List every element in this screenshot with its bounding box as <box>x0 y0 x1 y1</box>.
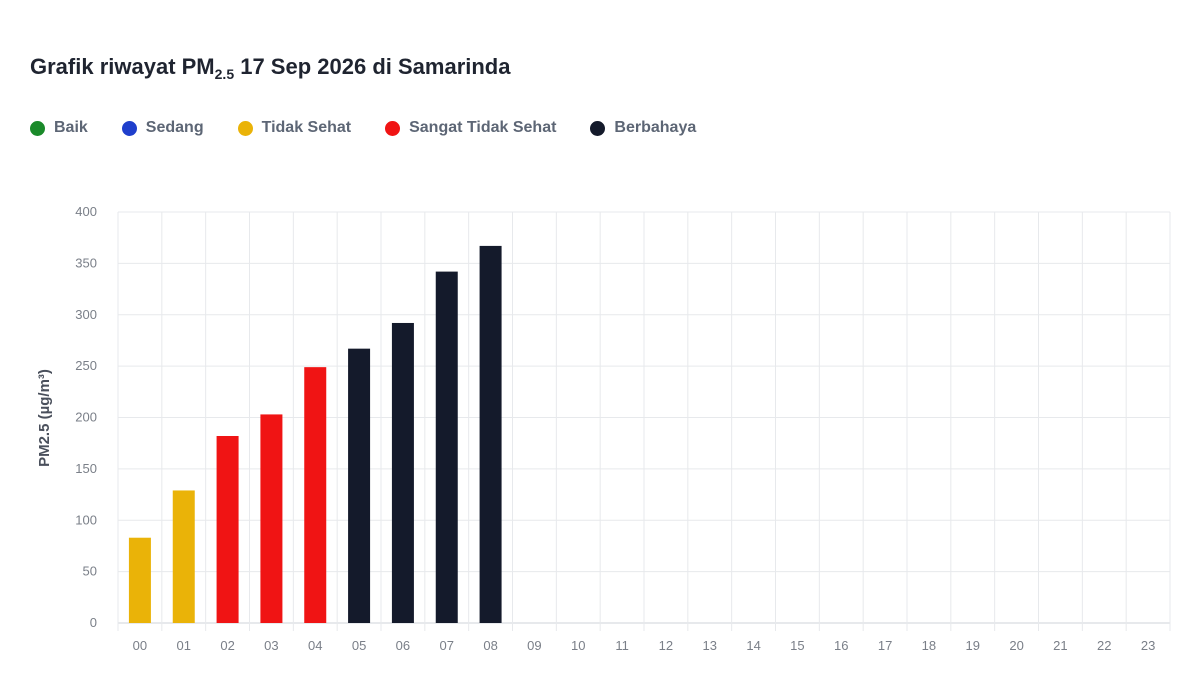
legend-dot-sedang <box>121 120 137 136</box>
x-tick-label: 03 <box>264 638 278 653</box>
y-tick-label: 300 <box>75 307 97 322</box>
x-tick-label: 09 <box>527 638 541 653</box>
bar-06[interactable] <box>391 322 414 623</box>
x-tick-label: 12 <box>659 638 673 653</box>
legend-dot-sangat-tidak-sehat <box>385 120 401 136</box>
bar-07[interactable] <box>435 271 458 623</box>
y-axis-ticks: 0 50 100 150 200 250 300 350 400 <box>75 204 97 630</box>
x-tick-label: 17 <box>878 638 892 653</box>
y-axis-label: PM2.5 (µg/m³) <box>36 369 53 467</box>
legend-item-baik[interactable]: Baik <box>30 119 88 137</box>
x-tick-label: 11 <box>615 638 629 653</box>
legend-label-sedang: Sedang <box>145 119 204 136</box>
legend-label-sangat-tidak-sehat: Sangat Tidak Sehat <box>409 119 557 136</box>
x-tick-label: 19 <box>966 638 980 653</box>
legend-dot-baik <box>30 120 45 136</box>
chart-grid <box>117 211 1171 631</box>
x-tick-label: 04 <box>308 638 322 653</box>
x-tick-label: 22 <box>1097 638 1111 653</box>
chart-title: Grafik riwayat PM2.5 17 Sep 2026 di Sama… <box>30 54 511 82</box>
legend-item-sangat-tidak-sehat[interactable]: Sangat Tidak Sehat <box>385 119 556 137</box>
title-prefix: Grafik riwayat PM <box>30 54 215 79</box>
y-tick-label: 400 <box>75 204 97 219</box>
legend-label-tidak-sehat: Tidak Sehat <box>261 119 352 136</box>
x-tick-label: 01 <box>177 638 191 653</box>
legend-label-baik: Baik <box>54 119 88 136</box>
y-tick-label: 150 <box>75 461 97 476</box>
bar-02[interactable] <box>216 435 239 623</box>
legend-dot-tidak-sehat <box>237 120 253 136</box>
x-tick-label: 23 <box>1141 638 1155 653</box>
y-tick-label: 50 <box>83 564 97 579</box>
x-tick-label: 10 <box>571 638 585 653</box>
x-tick-label: 15 <box>790 638 804 653</box>
x-tick-label: 06 <box>396 638 410 653</box>
bar-01[interactable] <box>172 490 195 623</box>
legend-dot-berbahaya <box>590 120 606 136</box>
chart-legend: Baik Sedang Tidak Sehat Sangat Tidak Seh… <box>30 119 696 137</box>
x-tick-label: 05 <box>352 638 366 653</box>
x-tick-label: 00 <box>133 638 147 653</box>
title-suffix: 17 Sep 2026 di Samarinda <box>234 54 511 79</box>
chart-bars <box>128 245 502 623</box>
x-tick-label: 08 <box>483 638 497 653</box>
y-tick-label: 350 <box>75 255 97 270</box>
y-tick-label: 200 <box>75 410 97 425</box>
x-tick-label: 20 <box>1009 638 1023 653</box>
y-tick-label: 250 <box>75 358 97 373</box>
bar-05[interactable] <box>348 348 371 623</box>
y-tick-label: 100 <box>75 512 97 527</box>
legend-label-berbahaya: Berbahaya <box>614 119 697 136</box>
x-tick-label: 13 <box>703 638 717 653</box>
x-tick-label: 18 <box>922 638 936 653</box>
bar-03[interactable] <box>260 414 283 623</box>
x-axis-ticks: 00 01 02 03 04 05 06 07 08 09 10 11 12 13 14 15 16 17 18 19… <box>133 638 1156 653</box>
bar-08[interactable] <box>479 245 502 623</box>
legend-item-sedang[interactable]: Sedang <box>121 119 204 137</box>
x-tick-label: 21 <box>1053 638 1067 653</box>
legend-item-tidak-sehat[interactable]: Tidak Sehat <box>237 119 352 137</box>
y-tick-label: 0 <box>90 615 97 630</box>
title-subscript: 2.5 <box>214 66 235 82</box>
x-tick-label: 14 <box>746 638 760 653</box>
legend-item-berbahaya[interactable]: Berbahaya <box>590 119 696 137</box>
x-tick-label: 02 <box>220 638 234 653</box>
bar-04[interactable] <box>304 367 327 623</box>
x-tick-label: 16 <box>834 638 848 653</box>
x-tick-label: 07 <box>440 638 454 653</box>
bar-00[interactable] <box>128 537 151 623</box>
